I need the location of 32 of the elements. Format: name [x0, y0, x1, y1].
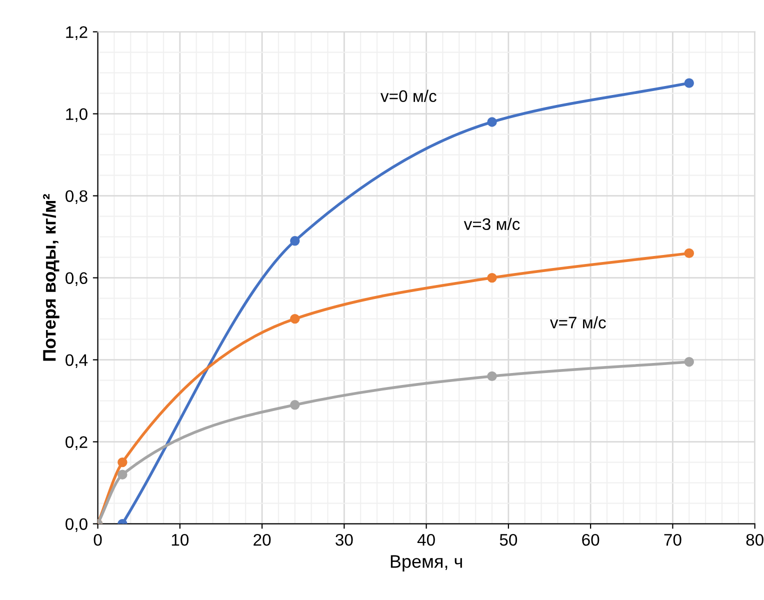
x-tick-label: 40	[417, 534, 435, 546]
point	[290, 236, 300, 246]
x-axis-title: Время, ч	[390, 555, 462, 572]
x-tick-label: 10	[172, 534, 189, 546]
text: v=0 м/с	[380, 90, 436, 102]
x-tick-label: 50	[500, 534, 518, 546]
point	[487, 117, 497, 127]
text: v=3 м/с	[464, 218, 520, 230]
y-tick-label: 0,6	[66, 272, 88, 286]
point	[290, 314, 300, 324]
point	[118, 457, 128, 468]
x-tick-label: 20	[254, 534, 271, 546]
x-tick-label: 0	[94, 534, 102, 546]
x-tick-label: 60	[582, 534, 600, 546]
text: v=7 м/с	[550, 316, 606, 328]
point	[487, 371, 497, 382]
point	[118, 470, 128, 480]
y-tick-label: 0,2	[66, 436, 88, 450]
point	[290, 400, 300, 410]
point	[684, 356, 694, 367]
x-tick-label: 70	[664, 534, 682, 546]
y-tick-label: 1,2	[66, 26, 88, 40]
point	[684, 78, 694, 88]
x-tick-label: 80	[746, 534, 764, 546]
y-axis-title: Потеря воды, кг/м²	[42, 194, 60, 361]
point	[684, 248, 694, 258]
y-tick-label: 0,4	[66, 354, 88, 368]
x-tick-label: 30	[336, 534, 353, 546]
y-tick-label: 0,0	[66, 518, 88, 532]
y-tick-label: 0,8	[66, 190, 88, 204]
point	[487, 272, 497, 283]
y-tick-label: 1,0	[66, 108, 88, 122]
